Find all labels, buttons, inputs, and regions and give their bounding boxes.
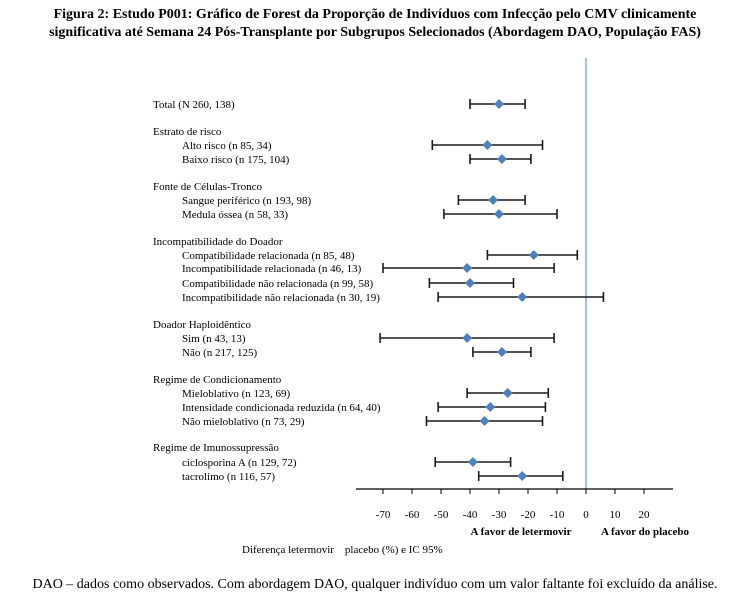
point-estimate-marker: [485, 402, 496, 412]
footnote: DAO – dados como observados. Com abordag…: [32, 577, 718, 592]
row-label: Regime de Imunossupressão: [153, 442, 279, 454]
row-label: Mieloblativo (n 123, 69): [182, 388, 290, 400]
point-estimate-marker: [517, 292, 528, 302]
forest-plot: Total (N 260, 138) Estrato de risco Alto r…: [153, 58, 690, 556]
forest-row: Sim (n 43, 13): [182, 333, 555, 345]
forest-row: tacrolimo (n 116, 57): [182, 471, 564, 483]
forest-row: Compatibilidade relacionada (n 85, 48): [182, 250, 579, 262]
rows-layer: Total (N 260, 138) Estrato de risco Alto r…: [153, 58, 605, 490]
subgroup-header: Regime de Condicionamento: [153, 374, 282, 386]
forest-row: Medula óssea (n 58, 33): [182, 209, 558, 221]
forest-row: Incompatibilidade relacionada (n 46, 13): [182, 263, 555, 275]
x-axis-label: Diferença letermovir placebo (%) e IC 95…: [242, 544, 443, 556]
point-estimate-marker: [528, 250, 539, 260]
x-tick-label: -10: [550, 509, 565, 521]
forest-row: Baixo risco (n 175, 104): [182, 154, 532, 166]
forest-row: Compatibilidade não relacionada (n 99, 5…: [182, 278, 515, 290]
row-label: Incompatibilidade do Doador: [153, 236, 283, 248]
x-tick-label: 0: [583, 509, 589, 521]
row-label: Sim (n 43, 13): [182, 333, 246, 345]
x-tick-label: -60: [405, 509, 420, 521]
row-label: Não mieloblativo (n 73, 29): [182, 416, 305, 428]
x-tick-label: -30: [492, 509, 507, 521]
favor-left-label: A favor de letermovir: [471, 526, 572, 538]
point-estimate-marker: [488, 195, 499, 205]
row-label: Sangue periférico (n 193, 98): [182, 195, 312, 207]
row-label: Doador Haploidêntico: [153, 319, 252, 331]
point-estimate-marker: [494, 209, 504, 219]
point-estimate-marker: [482, 140, 493, 150]
point-estimate-marker: [479, 416, 490, 426]
subgroup-header: Incompatibilidade do Doador: [153, 236, 283, 248]
point-estimate-marker: [467, 457, 478, 467]
forest-row: Não mieloblativo (n 73, 29): [182, 416, 544, 428]
forest-row: ciclosporina A (n 129, 72): [182, 457, 512, 469]
row-label: Fonte de Células-Tronco: [153, 181, 262, 193]
point-estimate-marker: [462, 263, 473, 273]
forest-row: Mieloblativo (n 123, 69): [182, 388, 550, 400]
x-tick-label: -40: [463, 509, 478, 521]
row-label: Compatibilidade não relacionada (n 99, 5…: [182, 278, 374, 290]
row-label: Não (n 217, 125): [182, 347, 257, 359]
subgroup-header: Regime de Imunossupressão: [153, 442, 279, 454]
row-label: Total (N 260, 138): [153, 99, 235, 111]
subgroup-header: Doador Haploidêntico: [153, 319, 252, 331]
x-tick-label: 20: [639, 509, 651, 521]
point-estimate-marker: [517, 471, 528, 481]
x-axis: -70 -60 -50 -40 -30 -20 -10 0 10 20 A favor de let…: [242, 488, 690, 556]
forest-row: Não (n 217, 125): [182, 347, 532, 359]
forest-row: Sangue periférico (n 193, 98): [182, 195, 526, 207]
subgroup-header: Estrato de risco: [153, 126, 222, 138]
row-label: ciclosporina A (n 129, 72): [182, 457, 297, 469]
title-line-1: Figura 2: Estudo P001: Gráfico de Forest…: [53, 7, 697, 22]
row-label: tacrolimo (n 116, 57): [182, 471, 275, 483]
row-label: Incompatibilidade relacionada (n 46, 13): [182, 263, 362, 275]
row-label: Compatibilidade relacionada (n 85, 48): [182, 250, 355, 262]
row-label: Alto risco (n 85, 34): [182, 140, 272, 152]
x-tick-label: -70: [376, 509, 391, 521]
row-label: Medula óssea (n 58, 33): [182, 209, 288, 221]
x-tick-label: 10: [610, 509, 622, 521]
subgroup-header: Fonte de Células-Tronco: [153, 181, 262, 193]
row-label: Regime de Condicionamento: [153, 374, 282, 386]
figure-title: Figura 2: Estudo P001: Gráfico de Forest…: [10, 6, 740, 42]
forest-row: Incompatibilidade não relacionada (n 30,…: [182, 292, 605, 304]
row-label: Baixo risco (n 175, 104): [182, 154, 290, 166]
forest-row: Alto risco (n 85, 34): [182, 140, 544, 152]
row-label: Incompatibilidade não relacionada (n 30,…: [182, 292, 380, 304]
point-estimate-marker: [496, 154, 507, 164]
point-estimate-marker: [496, 347, 507, 357]
x-tick-label: -20: [521, 509, 536, 521]
title-line-2: significativa até Semana 24 Pós-Transpla…: [49, 25, 701, 40]
point-estimate-marker: [465, 278, 475, 288]
row-label: Intensidade condicionada reduzida (n 64,…: [182, 402, 381, 414]
row-label: Estrato de risco: [153, 126, 222, 138]
point-estimate-marker: [462, 333, 473, 343]
forest-row: Intensidade condicionada reduzida (n 64,…: [182, 402, 547, 414]
favor-right-label: A favor do placebo: [601, 526, 690, 538]
point-estimate-marker: [494, 99, 504, 109]
point-estimate-marker: [502, 388, 513, 398]
x-tick-label: -50: [434, 509, 449, 521]
forest-row: Total (N 260, 138): [153, 99, 526, 111]
